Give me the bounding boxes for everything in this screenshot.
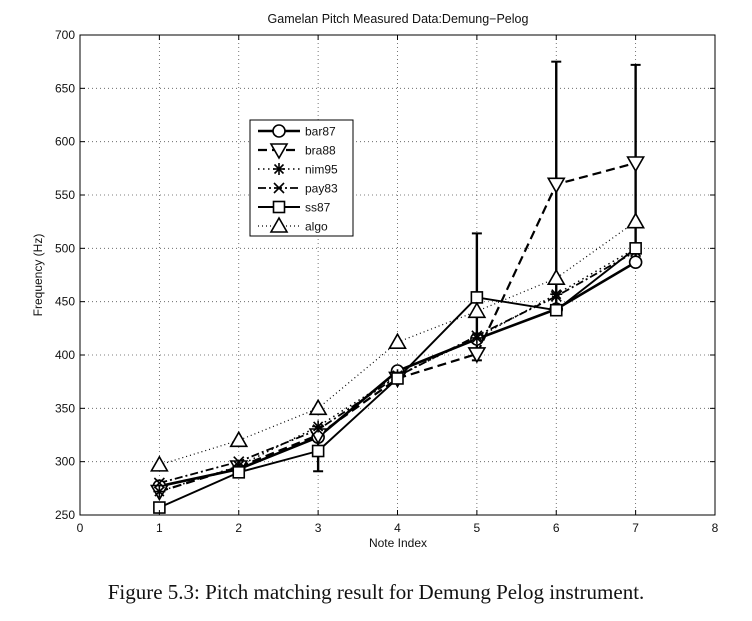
legend-label-nim95: nim95 (305, 163, 338, 177)
series-markers (149, 156, 646, 514)
point-bra88-6 (546, 177, 566, 194)
y-axis-label: Frequency (Hz) (31, 234, 45, 317)
point-algo-7 (626, 212, 646, 229)
figure-caption: Figure 5.3: Pitch matching result for De… (107, 580, 645, 604)
point-algo-5 (467, 301, 487, 319)
point-algo-1 (149, 455, 169, 472)
point-ss87-2 (232, 466, 246, 479)
axis-ticks: 0 1 2 3 4 5 6 7 8 250 300 350 400 450 500 550 600 650 700 (55, 28, 719, 535)
legend-label-pay83: pay83 (305, 182, 338, 196)
legend-marker-bar87 (272, 124, 286, 138)
x-tick-label: 6 (553, 521, 560, 535)
point-ss87-5 (470, 291, 484, 304)
point-algo-6 (546, 268, 566, 286)
point-bra88-5 (467, 347, 487, 364)
point-pay83-2 (233, 456, 245, 468)
x-tick-label: 8 (712, 521, 719, 535)
legend-marker-bra88 (269, 143, 289, 160)
point-nim95-6 (550, 288, 563, 301)
point-pay83-3 (312, 424, 324, 436)
x-tick-label: 7 (632, 521, 639, 535)
y-tick-label: 700 (55, 28, 75, 42)
y-tick-label: 350 (55, 401, 75, 415)
y-tick-label: 450 (55, 295, 75, 309)
point-pay83-6 (550, 290, 562, 302)
point-pay83-5 (471, 330, 483, 342)
y-tick-label: 600 (55, 135, 75, 149)
point-algo-3 (308, 398, 328, 416)
x-axis-label: Note Index (369, 536, 427, 550)
point-pay83-1 (153, 477, 165, 489)
legend-marker-pay83 (273, 182, 285, 194)
x-tick-label: 2 (235, 521, 242, 535)
y-tick-label: 650 (55, 81, 75, 95)
point-ss87-3 (311, 444, 325, 458)
legend-label-bar87: bar87 (305, 125, 336, 139)
point-algo-2 (229, 430, 249, 448)
x-tick-label: 0 (77, 521, 84, 535)
legend-marker-ss87 (272, 200, 286, 214)
y-tick-label: 250 (55, 508, 75, 522)
legend-label-ss87: ss87 (305, 201, 331, 215)
legend: bar87 bra88 nim95 pay83 ss87 algo (249, 119, 354, 237)
point-nim95-1 (153, 485, 166, 498)
x-tick-label: 3 (315, 521, 322, 535)
point-bar87-7 (628, 255, 643, 270)
point-bra88-7 (626, 156, 646, 173)
point-ss87-7 (629, 242, 642, 255)
legend-box (249, 119, 354, 237)
x-tick-label: 1 (156, 521, 163, 535)
legend-marker-algo (269, 216, 289, 233)
legend-marker-nim95 (273, 163, 285, 175)
point-ss87-6 (549, 303, 563, 317)
chart-title: Gamelan Pitch Measured Data:Demung−Pelog (268, 12, 529, 26)
point-ss87-4 (391, 372, 404, 385)
x-tick-label: 4 (394, 521, 401, 535)
point-algo-4 (388, 332, 407, 350)
y-tick-label: 550 (55, 188, 75, 202)
point-nim95-5 (470, 331, 483, 344)
x-tick-label: 5 (474, 521, 481, 535)
y-tick-label: 400 (55, 348, 75, 362)
legend-label-algo: algo (305, 220, 328, 234)
grid (80, 35, 715, 515)
y-tick-label: 300 (55, 455, 75, 469)
legend-label-bra88: bra88 (305, 144, 336, 158)
y-tick-label: 500 (55, 241, 75, 255)
